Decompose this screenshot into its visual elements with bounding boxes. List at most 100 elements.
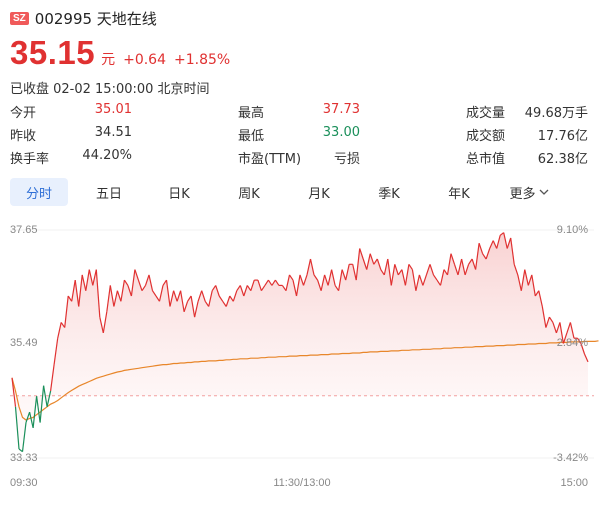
price-segment [208, 290, 213, 307]
price-segment [538, 290, 543, 307]
price-segment [555, 322, 561, 334]
price-segment [53, 338, 59, 365]
price-segment [425, 264, 431, 276]
price-segment [64, 295, 69, 328]
price-segment [67, 295, 73, 302]
price-segment [302, 274, 308, 286]
price-segment [43, 385, 48, 407]
price-segment [541, 306, 547, 328]
price-segment [32, 396, 38, 428]
price-segment [334, 285, 340, 292]
price-segment [289, 274, 294, 281]
price-segment [92, 269, 97, 286]
price-segment [411, 269, 417, 291]
tab-more[interactable]: 更多 [500, 178, 558, 206]
price-segment [394, 264, 399, 276]
price-segment [285, 274, 291, 291]
tab-daily-k[interactable]: 日K [168, 186, 190, 202]
price-segment [243, 285, 248, 297]
stat-market-cap: 总市值 62.38亿 [466, 148, 588, 167]
price-segment [274, 279, 280, 286]
price-segment [246, 285, 252, 292]
price-segment [475, 243, 480, 270]
price-segment [295, 274, 301, 297]
price-segment [453, 264, 459, 276]
stat-volume: 成交量 49.68万手 [466, 102, 588, 121]
price-segment [239, 285, 245, 297]
price-segment [341, 269, 347, 281]
price-segment [197, 290, 203, 302]
stock-title[interactable]: 002995 天地在线 [34, 10, 157, 28]
stat-label: 换手率 [10, 152, 50, 167]
price-segment [461, 258, 466, 276]
tab-five-day[interactable]: 五日 [95, 186, 122, 202]
price-segment [144, 274, 150, 286]
price-segment [113, 290, 118, 307]
stat-prev-close: 昨收 34.51 [10, 125, 132, 144]
price-segment [534, 290, 540, 297]
price-segment [88, 269, 94, 286]
price-segment [176, 290, 182, 302]
current-price: 35.15 [10, 34, 96, 71]
price-segment [165, 280, 171, 307]
price-segment [506, 237, 512, 249]
price-segment [492, 240, 498, 249]
price-segment [401, 269, 406, 286]
price-segment [215, 285, 220, 297]
chart-period-tabs: 分时 五日 日K 周K 月K 季K 年K 更多 [10, 178, 590, 206]
price-segment [232, 290, 238, 302]
tab-yearly-k[interactable]: 年K [448, 186, 470, 202]
price-segment [222, 300, 227, 307]
price-segment [236, 285, 241, 292]
price-segment [281, 285, 287, 292]
x-tick: 15:00 [560, 477, 588, 489]
price-segment [260, 285, 266, 292]
stat-turnover-rate: 换手率 44.20% [10, 148, 132, 167]
price-segment [422, 274, 427, 286]
price-segment [369, 253, 375, 265]
price-segment [446, 253, 452, 275]
stat-value: 62.38亿 [537, 152, 588, 167]
price-segment [81, 274, 87, 291]
tab-weekly-k[interactable]: 周K [238, 186, 260, 202]
tab-monthly-k[interactable]: 月K [308, 186, 330, 202]
price-segment [155, 295, 161, 302]
quote-row: 35.15 元 +0.64 +1.85% [10, 34, 230, 72]
stat-value: 亏损 [333, 152, 360, 167]
tab-intraday[interactable]: 分时 [10, 178, 68, 206]
price-segment [137, 279, 143, 291]
price-segment [123, 279, 129, 286]
price-segment [489, 240, 494, 249]
price-segment [264, 279, 269, 286]
price-segment [373, 258, 378, 265]
price-segment [562, 332, 568, 344]
intraday-chart[interactable]: 37.65 35.49 33.33 9.10% 2.84% -3.42% 09:… [0, 215, 604, 506]
price-segment [130, 269, 136, 297]
y-left-tick: 33.33 [10, 452, 38, 464]
price-segment [520, 269, 526, 291]
price-segment [211, 285, 217, 292]
price-segment [531, 274, 536, 297]
price-segment [99, 316, 104, 334]
price-segment [102, 311, 108, 333]
price-segment [306, 258, 312, 276]
price-segment [173, 290, 178, 302]
price-segment [464, 264, 470, 276]
tab-quarterly-k[interactable]: 季K [378, 186, 400, 202]
stat-pe: 市盈(TTM) 亏损 [238, 148, 360, 167]
price-segment [46, 390, 52, 407]
price-segment [21, 422, 27, 452]
price-segment [148, 274, 154, 291]
price-segment [250, 279, 255, 291]
y-left-tick: 37.65 [10, 224, 38, 236]
price-segment [457, 258, 463, 276]
price-segment [404, 264, 410, 286]
price-segment [127, 285, 132, 297]
stat-label: 成交量 [466, 106, 506, 121]
chevron-down-icon [539, 189, 548, 195]
price-segment [345, 264, 350, 281]
price-line [11, 232, 589, 453]
price-segment [151, 290, 157, 297]
price-segment [194, 301, 199, 318]
price-segment [162, 279, 168, 286]
